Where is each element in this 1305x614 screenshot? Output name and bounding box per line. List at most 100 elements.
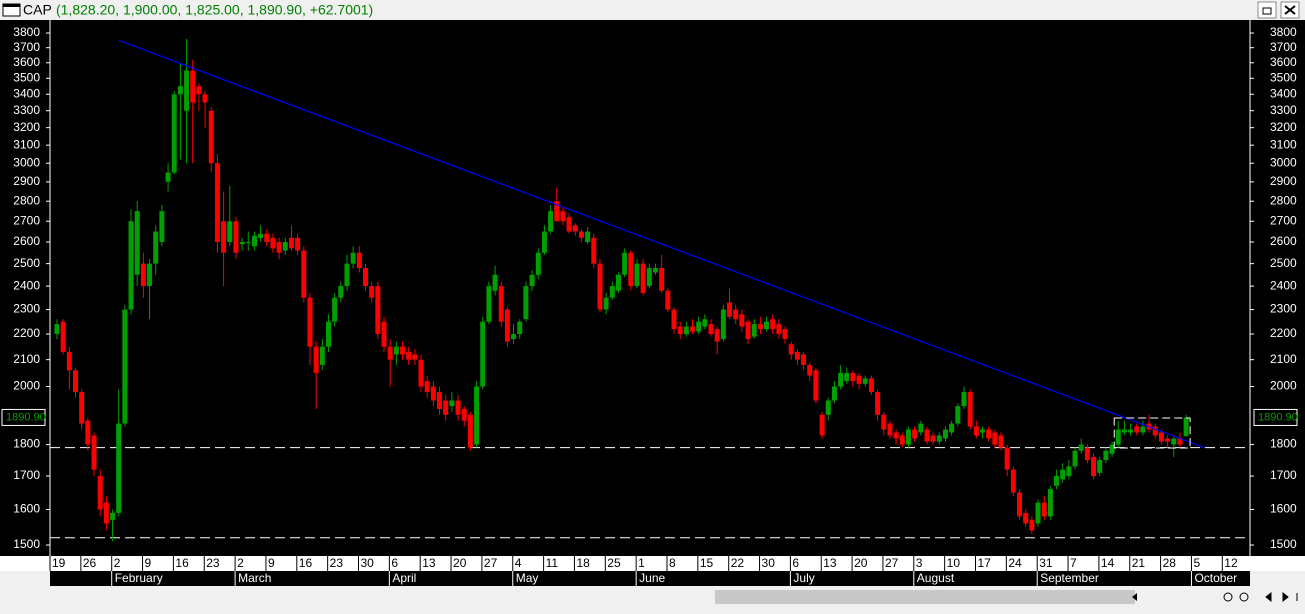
candle-body: [54, 324, 60, 335]
candle-body: [1109, 444, 1115, 454]
candle-body: [844, 372, 850, 382]
x-tick-label: 30: [762, 556, 776, 570]
candle-body: [665, 290, 671, 310]
candle-body: [541, 231, 547, 253]
candle-body: [831, 386, 837, 401]
y-tick-label: 3100: [13, 137, 40, 151]
y2-tick-label: 2000: [1270, 379, 1297, 393]
y-tick-label: 1800: [13, 437, 40, 451]
x-tick-label: 6: [391, 556, 398, 570]
zoom-in[interactable]: [1239, 592, 1249, 602]
candle-body: [1035, 502, 1041, 524]
candle-body: [813, 370, 819, 401]
y-tick-label: 3300: [13, 103, 40, 117]
zoom-out[interactable]: [1223, 592, 1233, 602]
y-tick-label: 1700: [13, 468, 40, 482]
x-tick-label: 25: [607, 556, 621, 570]
month-label: August: [917, 571, 955, 585]
candle-body: [1115, 429, 1121, 445]
restore-button[interactable]: [1257, 1, 1277, 19]
candle-body: [140, 263, 146, 287]
x-tick-label: 20: [453, 556, 467, 570]
candle-body: [696, 321, 702, 332]
candle-body: [387, 346, 393, 360]
candle-body: [566, 217, 572, 232]
month-label: July: [793, 571, 814, 585]
candle-body: [603, 297, 609, 310]
y2-tick-label: 1700: [1270, 468, 1297, 482]
candle-body: [1054, 476, 1060, 486]
x-tick-label: 22: [731, 556, 745, 570]
scroll-thumb[interactable]: [715, 590, 1135, 604]
candle-body: [702, 319, 708, 327]
candle-body: [122, 309, 128, 424]
candle-body: [628, 252, 634, 287]
candle-body: [887, 423, 893, 436]
y2-tick-label: 1600: [1270, 502, 1297, 516]
candle-body: [233, 221, 239, 253]
candle-body: [511, 334, 517, 340]
x-tick-label: 12: [1224, 556, 1238, 570]
candle-body: [585, 231, 591, 243]
candle-body: [449, 400, 455, 407]
candle-body: [258, 233, 264, 238]
candle-body: [899, 435, 905, 445]
candle-body: [918, 423, 924, 433]
x-tick-label: 15: [700, 556, 714, 570]
candle-body: [893, 432, 899, 439]
y2-tick-label: 3400: [1270, 86, 1297, 100]
month-label: September: [1040, 571, 1099, 585]
candle-body: [1047, 489, 1053, 517]
candle-body: [474, 386, 480, 445]
last-price-badge-label: 1890.90: [6, 411, 46, 423]
candle-body: [319, 346, 325, 365]
candle-body: [967, 392, 973, 427]
last-price-badge: [1, 408, 46, 426]
x-tick-label: 6: [792, 556, 799, 570]
candle-body: [727, 302, 733, 317]
candle-body: [73, 370, 79, 393]
candle-body: [739, 314, 745, 327]
candle-body: [973, 426, 979, 436]
x-tick-label: 19: [52, 556, 66, 570]
candle-body: [980, 429, 985, 433]
candle-body: [572, 225, 578, 232]
y2-tick-label: 3500: [1270, 70, 1297, 84]
x-tick-label: 10: [947, 556, 961, 570]
x-tick-label: 23: [330, 556, 344, 570]
candle-body: [794, 351, 800, 360]
title-bar: [0, 0, 1305, 20]
candle-body: [85, 420, 91, 445]
candle-body: [615, 274, 621, 291]
y-tick-label: 2500: [13, 256, 40, 270]
candle-body: [103, 502, 109, 524]
candle-body: [1072, 450, 1078, 467]
x-tick-label: 27: [885, 556, 899, 570]
candle-body: [412, 354, 418, 360]
candle-body: [165, 172, 171, 182]
candle-body: [301, 250, 307, 298]
last-price-badge-right-label: 1890.90: [1258, 411, 1298, 423]
x-tick-label: 30: [361, 556, 375, 570]
window-icon-bar: [3, 4, 20, 7]
scroll-left[interactable]: [1132, 593, 1137, 601]
candle-body: [751, 324, 757, 337]
y2-tick-label: 2300: [1270, 302, 1297, 316]
y2-tick-label: 3800: [1270, 25, 1297, 39]
close-glyph: [1284, 5, 1296, 15]
candle-body: [313, 346, 319, 373]
y-tick-label: 3200: [13, 120, 40, 134]
candle-body: [196, 86, 202, 95]
candle-body: [1121, 429, 1127, 433]
candle-body: [554, 201, 560, 222]
plot-background: [0, 20, 1305, 556]
x-tick-label: 26: [83, 556, 97, 570]
nav-buttons[interactable]: [1265, 591, 1298, 603]
x-tick-label: 16: [299, 556, 313, 570]
candle-body: [523, 286, 529, 320]
candle-body: [1134, 426, 1140, 433]
candle-body: [1171, 438, 1177, 445]
candle-body: [381, 321, 387, 347]
